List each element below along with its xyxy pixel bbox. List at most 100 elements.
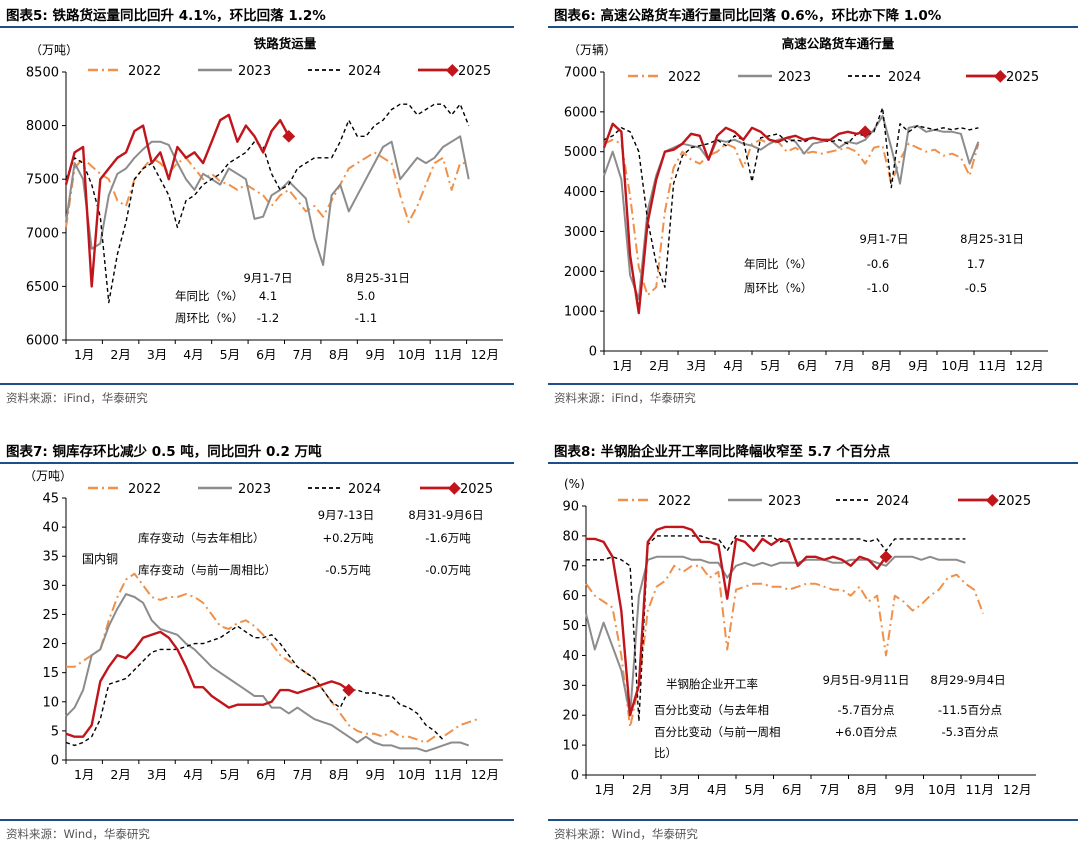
x-tick-label: 11月	[434, 347, 462, 362]
x-tick-label: 6月	[256, 767, 276, 782]
x-tick-label: 6月	[797, 358, 817, 373]
table-value: +0.2万吨	[323, 531, 374, 545]
x-tick-label: 7月	[820, 782, 840, 797]
series-end-marker-2025	[282, 129, 296, 143]
x-tick-label: 2月	[110, 347, 130, 362]
x-tick-label: 7月	[292, 347, 312, 362]
table-value: -11.5百分点	[938, 703, 1002, 717]
x-tick-label: 11月	[434, 767, 462, 782]
legend-label-2022: 2022	[128, 64, 161, 79]
series-line-2022	[66, 572, 478, 744]
x-tick-label: 1月	[74, 347, 94, 362]
table-value: -5.7百分点	[838, 703, 895, 717]
series-line-2023	[585, 555, 966, 717]
x-tick-label: 5月	[760, 358, 780, 373]
series-line-2025	[586, 525, 887, 717]
table-value: -1.2	[257, 311, 279, 325]
table-row-label: 百分比变动（与去年相	[654, 703, 769, 717]
series-end-marker-2025	[858, 125, 872, 139]
series-line-2022	[603, 138, 980, 297]
y-tick-label: 5	[51, 724, 59, 739]
series-line-2024	[65, 625, 444, 747]
legend-label-2025: 2025	[458, 64, 491, 79]
x-tick-label: 1月	[595, 782, 615, 797]
table-value: -0.5	[965, 281, 987, 295]
series-line-2025	[64, 113, 290, 288]
legend-label-2024: 2024	[876, 494, 909, 509]
legend-label-2023: 2023	[238, 482, 271, 497]
table-value: -1.0	[867, 281, 889, 295]
y-tick-label: 0	[51, 754, 59, 769]
x-tick-label: 8月	[871, 358, 891, 373]
x-tick-label: 9月	[908, 358, 928, 373]
x-tick-label: 2月	[649, 358, 669, 373]
x-tick-label: 10月	[941, 358, 969, 373]
x-tick-label: 4月	[723, 358, 743, 373]
table-col-header-1: 9月1-7日	[859, 232, 908, 246]
series-line-2024	[603, 107, 979, 288]
legend-label-2022: 2022	[128, 482, 161, 497]
source-note: 资料来源：iFind，华泰研究	[6, 391, 148, 405]
x-tick-label: 3月	[147, 347, 167, 362]
legend-label-2024: 2024	[348, 64, 381, 79]
table-value: -1.6万吨	[425, 531, 471, 545]
panel-title-bar: 图表5: 铁路货运量同比回升 4.1%，环比回落 1.2%	[0, 0, 514, 28]
x-tick-label: 6月	[782, 782, 802, 797]
x-tick-label: 9月	[365, 767, 385, 782]
series-line-2023	[65, 135, 470, 266]
y-tick-label: 70	[562, 559, 579, 574]
chart-rail-freight: 6000 6500 7000 7500 8000 8500 1月 2月 3月 4月 5月 6月 7月 8月…	[26, 36, 503, 362]
y-tick-label: 6500	[26, 280, 59, 295]
table-value: -0.5万吨	[325, 563, 371, 577]
x-tick-label: 3月	[147, 767, 167, 782]
legend-label-2025: 2025	[1006, 70, 1039, 85]
panel-tire-utilization: 图表8: 半钢胎企业开工率同比降幅收窄至 5.7 个百分点 0 10 20 30 40 5…	[548, 436, 1078, 849]
x-tick-label: 11月	[978, 358, 1006, 373]
source-note: 资料来源：Wind，华泰研究	[6, 827, 150, 841]
x-tick-label: 5月	[220, 767, 240, 782]
y-unit-label: （万吨）	[30, 43, 78, 57]
panel-title-bar: 图表8: 半钢胎企业开工率同比降幅收窄至 5.7 个百分点	[548, 436, 1078, 464]
x-tick-label: 4月	[183, 767, 203, 782]
source-rule	[548, 819, 1078, 821]
series-line-2025	[65, 630, 350, 738]
y-tick-label: 20	[42, 637, 59, 652]
legend-label-2024: 2024	[888, 70, 921, 85]
legend-label-2025: 2025	[460, 482, 493, 497]
chart-annotation: 国内铜	[82, 551, 118, 566]
table-col-header-1: 9月7-13日	[318, 508, 374, 522]
y-tick-label: 30	[562, 679, 579, 694]
panel-title: 图表7: 铜库存环比减少 0.5 吨，同比回升 0.2 万吨	[6, 444, 322, 460]
x-tick-label: 2月	[110, 767, 130, 782]
y-tick-label: 20	[562, 709, 579, 724]
table-value: +6.0百分点	[835, 725, 897, 739]
chart-title: 高速公路货车通行量	[782, 36, 895, 51]
table-row-label: 百分比变动（与前一周相	[654, 725, 781, 739]
y-tick-label: 7500	[26, 173, 59, 188]
table-value: 1.7	[967, 257, 985, 271]
table-col-header-1: 9月5日-9月11日	[823, 673, 910, 687]
legend-label-2023: 2023	[778, 70, 811, 85]
table-row-label: 周环比（%）	[175, 311, 243, 325]
x-tick-label: 8月	[329, 347, 349, 362]
x-tick-label: 10月	[398, 347, 426, 362]
x-tick-label: 4月	[707, 782, 727, 797]
y-tick-label: 1000	[564, 305, 597, 320]
x-tick-label: 1月	[612, 358, 632, 373]
title-rule	[0, 26, 514, 28]
x-tick-label: 12月	[1015, 358, 1043, 373]
panel-title-bar: 图表6: 高速公路货车通行量同比回落 0.6%，环比亦下降 1.0%	[548, 0, 1078, 28]
y-unit-label: (%)	[564, 477, 585, 491]
title-rule	[548, 462, 1078, 464]
y-tick-label: 0	[589, 345, 597, 360]
y-tick-label: 80	[562, 529, 579, 544]
legend-label-2025: 2025	[998, 494, 1031, 509]
series-end-marker-2025	[342, 683, 356, 697]
table-value: -0.0万吨	[425, 563, 471, 577]
series-line-2023	[603, 114, 980, 301]
panel-title-bar: 图表7: 铜库存环比减少 0.5 吨，同比回升 0.2 万吨	[0, 436, 514, 464]
table-row-label: 周环比（%）	[744, 281, 812, 295]
legend-label-2022: 2022	[668, 70, 701, 85]
panel-title: 图表6: 高速公路货车通行量同比回落 0.6%，环比亦下降 1.0%	[554, 8, 942, 24]
panel-copper-inventory: 图表7: 铜库存环比减少 0.5 吨，同比回升 0.2 万吨 0 5 10 15 20 2…	[0, 436, 514, 849]
